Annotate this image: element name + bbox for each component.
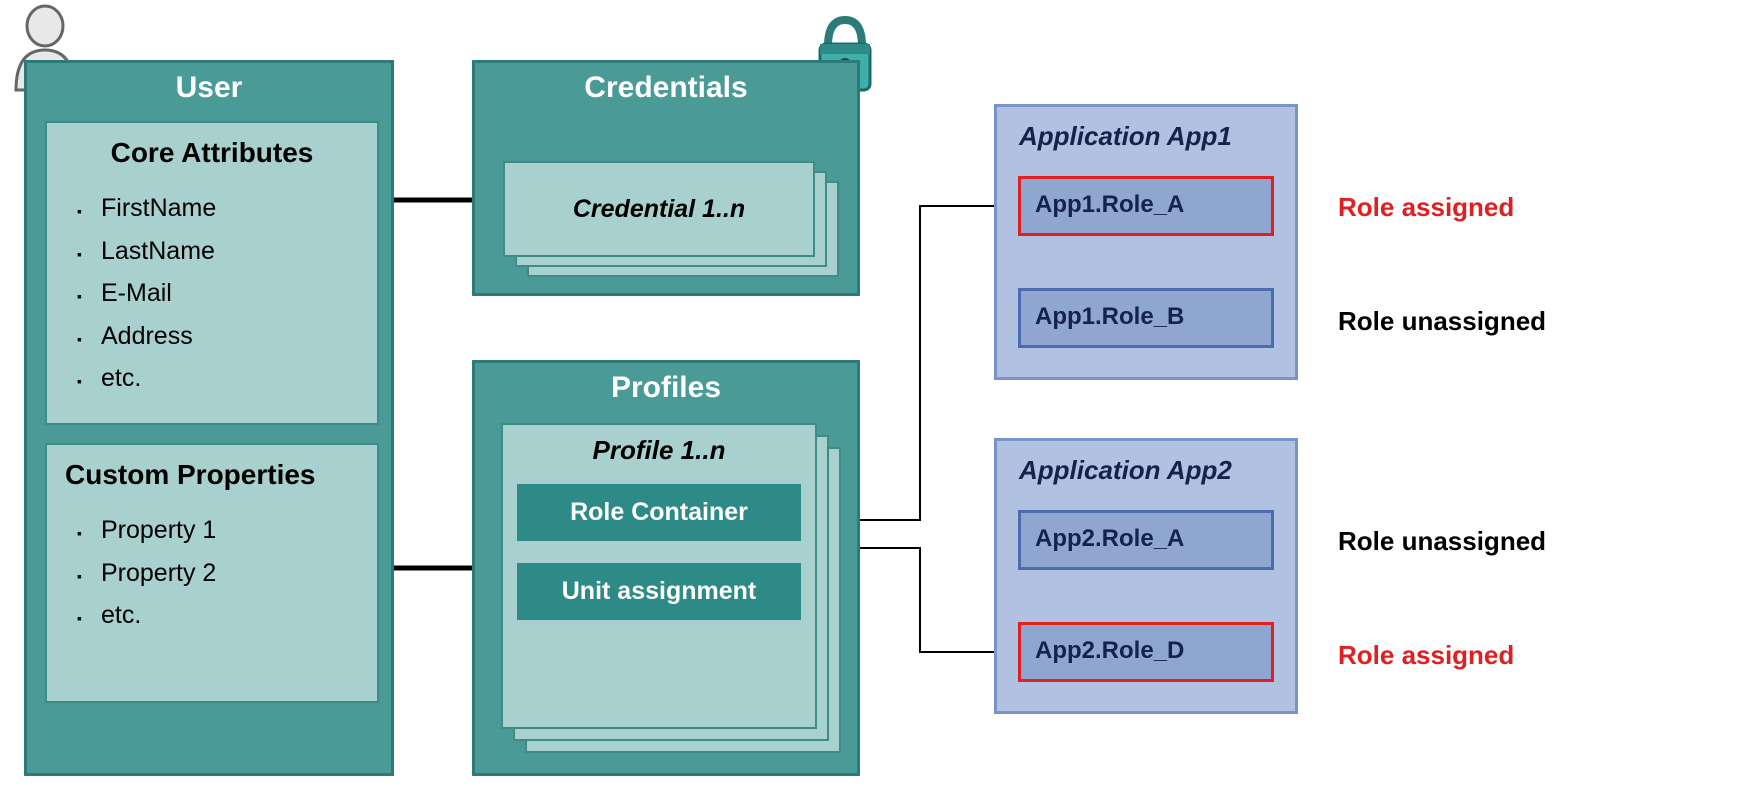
credential-stack-1: Credential 1..n — [503, 161, 815, 257]
app2-role-d-label: App2.Role_D — [1035, 637, 1184, 664]
app2-role-a: App2.Role_A — [1018, 510, 1274, 570]
custom-properties-box: Custom Properties Property 1 Property 2 … — [45, 443, 379, 703]
profiles-panel: Profiles Profile 1..n Role Container Uni… — [472, 360, 860, 776]
app2-role-a-label: App2.Role_A — [1035, 525, 1184, 552]
custom-properties-list: Property 1 Property 2 etc. — [65, 509, 359, 637]
list-item: Address — [77, 315, 359, 358]
profile-item-title: Profile 1..n — [517, 435, 801, 466]
list-item: etc. — [77, 357, 359, 400]
status-app2-role-a: Role unassigned — [1338, 526, 1546, 557]
core-attributes-list: FirstName LastName E-Mail Address etc. — [65, 187, 359, 400]
status-app1-role-b: Role unassigned — [1338, 306, 1546, 337]
app1-role-b-label: App1.Role_B — [1035, 303, 1184, 330]
status-app1-role-a: Role assigned — [1338, 192, 1514, 223]
status-app2-role-d: Role assigned — [1338, 640, 1514, 671]
list-item: Property 2 — [77, 552, 359, 595]
credential-item-label: Credential 1..n — [573, 195, 745, 224]
profile-stack-1: Profile 1..n Role Container Unit assignm… — [501, 423, 817, 729]
app2-title: Application App2 — [997, 441, 1295, 486]
list-item: etc. — [77, 594, 359, 637]
profiles-panel-title: Profiles — [475, 363, 857, 417]
role-container-label: Role Container — [570, 498, 748, 526]
custom-properties-title: Custom Properties — [65, 459, 359, 499]
unit-assignment-label: Unit assignment — [562, 577, 756, 605]
app2-role-d: App2.Role_D — [1018, 622, 1274, 682]
unit-assignment-box: Unit assignment — [517, 563, 801, 620]
list-item: E-Mail — [77, 272, 359, 315]
core-attributes-title: Core Attributes — [65, 137, 359, 177]
user-panel: User Core Attributes FirstName LastName … — [24, 60, 394, 776]
list-item: FirstName — [77, 187, 359, 230]
credentials-panel-title: Credentials — [475, 63, 857, 117]
app1-role-b: App1.Role_B — [1018, 288, 1274, 348]
credentials-panel: Credentials Credential 1..n — [472, 60, 860, 296]
list-item: LastName — [77, 230, 359, 273]
core-attributes-box: Core Attributes FirstName LastName E-Mai… — [45, 121, 379, 425]
role-container-box: Role Container — [517, 484, 801, 541]
list-item: Property 1 — [77, 509, 359, 552]
app1-role-a: App1.Role_A — [1018, 176, 1274, 236]
user-panel-title: User — [27, 63, 391, 117]
app1-title: Application App1 — [997, 107, 1295, 152]
app1-role-a-label: App1.Role_A — [1035, 191, 1184, 218]
